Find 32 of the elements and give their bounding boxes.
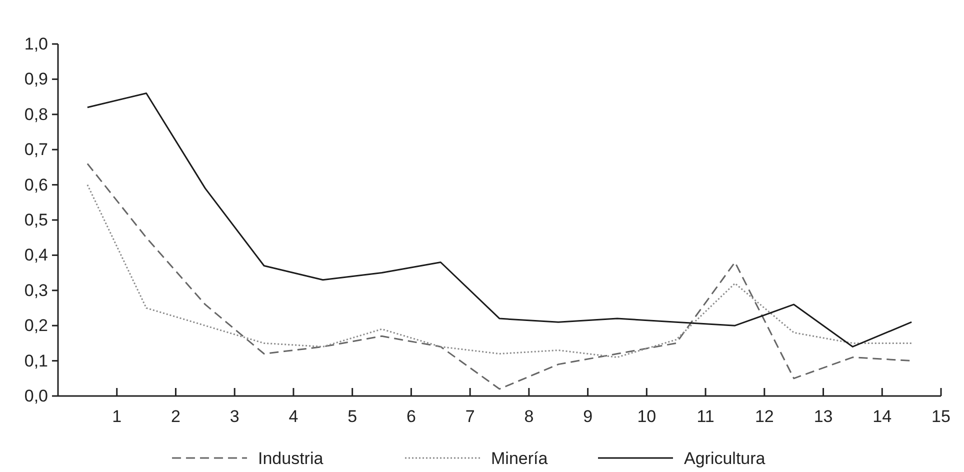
x-tick-label: 12 (754, 407, 774, 426)
x-tick-label: 14 (872, 407, 892, 426)
x-tick-label: 3 (230, 407, 240, 426)
y-tick-label: 0,2 (24, 316, 48, 336)
line-series (86, 162, 912, 390)
x-tick-label: 9 (583, 407, 593, 426)
y-tick-label: 0,1 (24, 351, 48, 370)
y-tick-label: 0,5 (24, 210, 48, 230)
line-series (86, 92, 912, 348)
x-tick-label: 4 (288, 407, 298, 426)
y-tick-label: 0,4 (24, 246, 48, 265)
x-tick-label: 8 (524, 407, 534, 426)
x-tick-label: 13 (814, 407, 833, 426)
y-tick-label: 0,0 (24, 386, 48, 406)
y-tick-label: 0,9 (24, 70, 48, 89)
y-tick-label: 0,3 (24, 280, 48, 300)
x-tick-label: 5 (348, 407, 358, 426)
legend-label: Agricultura (684, 449, 766, 468)
x-tick-label: 15 (932, 407, 950, 426)
x-tick-label: 1 (112, 407, 122, 426)
x-tick-label: 7 (465, 407, 475, 426)
x-tick-label: 2 (171, 407, 180, 426)
y-tick-label: 1,0 (24, 34, 48, 54)
x-tick-label: 10 (637, 407, 656, 426)
legend-label: Minería (491, 449, 548, 468)
legend-label: Industria (258, 449, 324, 468)
y-tick-label: 0,6 (24, 175, 48, 194)
y-tick-label: 0,8 (24, 104, 48, 124)
x-tick-label: 6 (406, 407, 416, 426)
line-series (86, 184, 912, 358)
x-tick-label: 11 (696, 407, 714, 426)
y-tick-label: 0,7 (24, 140, 48, 160)
